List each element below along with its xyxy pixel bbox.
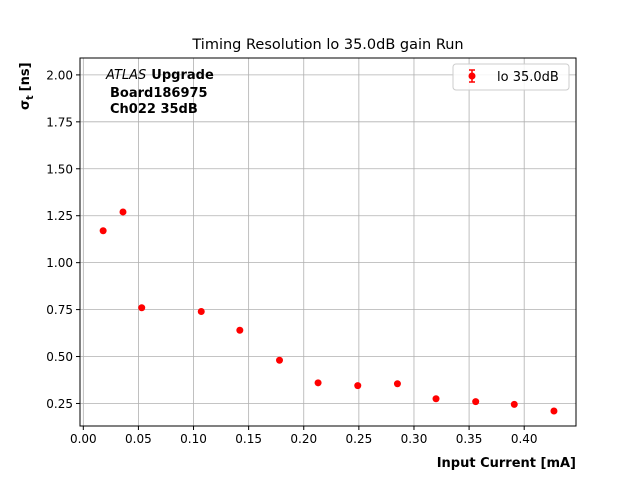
x-tick-label: 0.10 — [180, 432, 207, 446]
x-axis-label: Input Current [mA] — [437, 456, 576, 471]
x-tick-label: 0.40 — [511, 432, 538, 446]
data-point — [99, 227, 107, 235]
data-point — [119, 208, 127, 216]
data-point — [472, 398, 480, 406]
y-tick-label: 1.25 — [46, 209, 73, 223]
data-point — [197, 307, 205, 315]
x-tick-label: 0.15 — [235, 432, 262, 446]
legend-box — [452, 63, 570, 91]
y-axis-label-unit: [ns] — [18, 62, 33, 91]
data-points — [99, 208, 558, 415]
x-tick-label: 0.20 — [290, 432, 317, 446]
data-point — [138, 304, 146, 312]
data-point — [393, 380, 401, 388]
x-tick-label: 0.05 — [125, 432, 152, 446]
atlas-annotation: ATLAS Upgrade Board186975 Ch022 35dB — [105, 68, 214, 117]
annotation-upgrade-text: Upgrade — [151, 68, 214, 83]
chart-title: Timing Resolution lo 35.0dB gain Run — [191, 37, 463, 53]
data-point — [432, 395, 440, 403]
annotation-atlas-text: ATLAS — [105, 68, 146, 83]
y-tick-label: 1.50 — [46, 162, 73, 176]
data-point — [276, 356, 284, 364]
y-tick-label: 1.75 — [46, 115, 73, 129]
y-axis-label-symbol: σ — [18, 100, 33, 110]
y-axis-label-subscript: t — [25, 95, 36, 100]
x-tick-label: 0.00 — [70, 432, 97, 446]
y-tick-label: 2.00 — [46, 68, 73, 82]
legend-label: lo 35.0dB — [497, 70, 559, 85]
annotation-board-text: Board186975 — [110, 86, 208, 101]
data-point — [236, 326, 244, 334]
y-tick-label: 0.75 — [46, 303, 73, 317]
y-axis-label: σt [ns] — [18, 62, 36, 110]
x-tick-label: 0.25 — [346, 432, 373, 446]
grid — [80, 58, 576, 426]
annotation-experiment: ATLAS Upgrade — [105, 68, 214, 83]
ticks: 0.00 0.05 0.10 0.15 0.20 0.25 0.30 0.35 0.40 0.25… — [46, 68, 537, 446]
data-point — [510, 400, 518, 408]
y-tick-label: 1.00 — [46, 256, 73, 270]
legend: lo 35.0dB — [452, 63, 570, 91]
data-point — [550, 407, 558, 415]
x-tick-label: 0.35 — [456, 432, 483, 446]
y-tick-label: 0.25 — [46, 397, 73, 411]
plot-frame — [79, 57, 577, 427]
data-point — [354, 382, 362, 390]
y-tick-label: 0.50 — [46, 350, 73, 364]
x-tick-label: 0.30 — [401, 432, 428, 446]
annotation-channel-text: Ch022 35dB — [110, 102, 198, 117]
legend-marker — [468, 72, 476, 80]
data-point — [314, 379, 322, 387]
